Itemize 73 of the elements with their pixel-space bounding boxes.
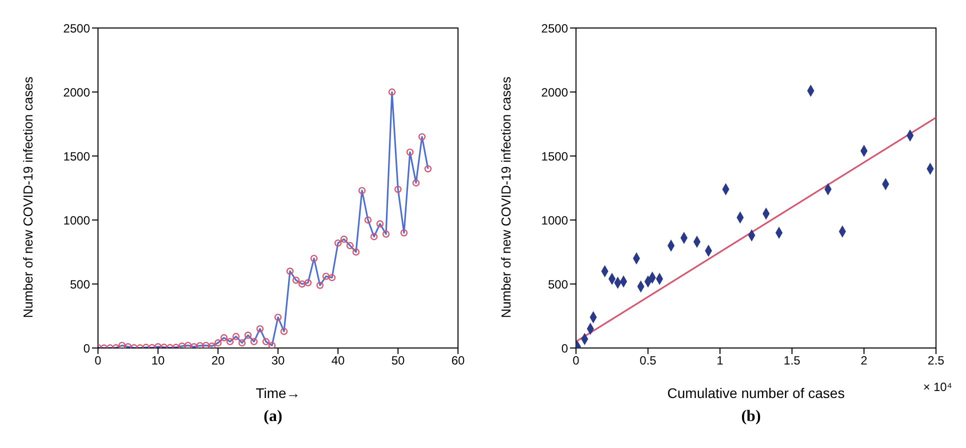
y-tick-label: 2000 [541,85,568,100]
point [262,338,270,346]
point [244,332,252,339]
x-tick-label: 2 [860,354,868,368]
y-tick-label: 1000 [63,213,90,228]
y-tick-label: 500 [548,277,568,292]
point [118,342,126,348]
point [232,332,240,340]
point [382,230,390,238]
point [352,248,360,256]
point [298,280,306,288]
x-tick-label: 30 [271,354,285,368]
point [286,268,294,275]
text: (a) [262,408,284,426]
point [364,216,372,224]
point [394,186,402,193]
point [220,334,228,342]
point [400,229,408,236]
point [292,276,300,284]
point [250,338,258,346]
point [370,233,378,240]
x-tick-label: 0 [94,354,102,368]
x-tick-label: 2.5 [928,354,945,368]
point [196,342,204,348]
point [304,279,312,286]
x-tick-label: 1.5 [784,354,801,368]
x-tick-label: 60 [451,354,465,368]
text: × 10⁴ [923,380,952,394]
y-tick-label: 1500 [63,149,90,164]
text: (b) [740,408,762,426]
point [202,342,210,348]
point [226,338,234,346]
point [418,133,426,140]
y-tick-label: 500 [70,277,90,292]
point [274,314,282,321]
point [358,186,366,194]
y-tick-label: 1000 [541,213,568,228]
point [340,236,348,243]
point [346,242,354,250]
y-tick-label: 1500 [541,149,568,164]
x-tick-label: 0 [572,354,580,368]
x-tick-label: 20 [211,354,225,368]
point [376,220,384,228]
y-axis-title: Number of new COVID-19 infection cases [498,76,514,318]
x-tick-label: 50 [391,354,405,368]
point [238,339,246,346]
y-axis-title: Number of new COVID-19 infection cases [20,76,36,318]
point [280,328,288,335]
x-axis-title: Time→ [256,385,300,401]
y-tick-label: 2500 [541,21,568,36]
point [316,282,324,289]
x-tick-label: 40 [331,354,345,368]
point [214,339,222,346]
x-tick-label: 10 [151,354,165,368]
point [328,274,336,282]
x-tick-label: 0.5 [640,354,657,368]
point [388,88,396,96]
point [322,272,330,280]
point [184,342,192,348]
point [424,165,432,172]
point [412,179,420,186]
point [268,342,276,348]
y-tick-label: 2000 [63,85,90,100]
point [334,239,342,247]
y-tick-label: 0 [561,341,568,356]
x-axis-title: Cumulative number of cases [667,385,845,401]
x-tick-label: 1 [716,354,724,368]
line-series [98,91,429,348]
y-tick-label: 2500 [63,21,90,36]
point [406,148,414,156]
y-tick-label: 0 [83,341,90,356]
point [256,325,264,332]
point [310,254,318,262]
